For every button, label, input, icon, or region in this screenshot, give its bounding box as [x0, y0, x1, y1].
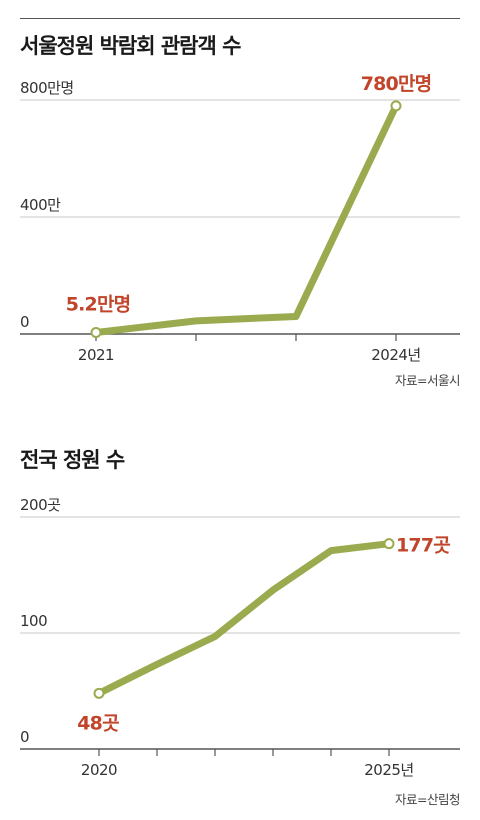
value-label: 177곳	[396, 535, 450, 557]
endpoint-marker	[90, 326, 102, 338]
endpoint-marker	[93, 687, 105, 699]
gardens-line-chart: 0 100 200곳 2020 2025년 48곳 177곳	[20, 496, 460, 779]
y-tick-label: 800만명	[20, 79, 74, 97]
series-line	[92, 102, 400, 336]
series-line	[95, 540, 393, 697]
endpoint-marker	[390, 100, 402, 112]
y-tick-label: 0	[20, 728, 29, 746]
chart-title: 서울정원 박람회 관람객 수	[20, 34, 241, 58]
visitors-line-chart: 0 400만 800만명 2021 2024년 5.2만명 780만명	[20, 73, 460, 364]
source-note: 자료=서울시	[395, 373, 460, 388]
endpoint-marker	[383, 538, 395, 550]
y-tick-label: 0	[20, 313, 29, 331]
value-label: 5.2만명	[66, 293, 131, 315]
chart-title: 전국 정원 수	[20, 448, 125, 472]
x-tick-label: 2025년	[364, 761, 413, 779]
value-label: 780만명	[361, 73, 432, 95]
x-tick-label: 2021	[78, 346, 114, 364]
y-tick-label: 200곳	[20, 496, 60, 514]
value-label: 48곳	[77, 712, 119, 734]
x-tick-label: 2020	[81, 761, 117, 779]
y-tick-label: 100	[20, 612, 47, 630]
source-note: 자료=산림청	[395, 792, 460, 807]
x-tick-label: 2024년	[371, 346, 420, 364]
top-rule	[20, 18, 460, 19]
y-tick-label: 400만	[20, 196, 61, 214]
